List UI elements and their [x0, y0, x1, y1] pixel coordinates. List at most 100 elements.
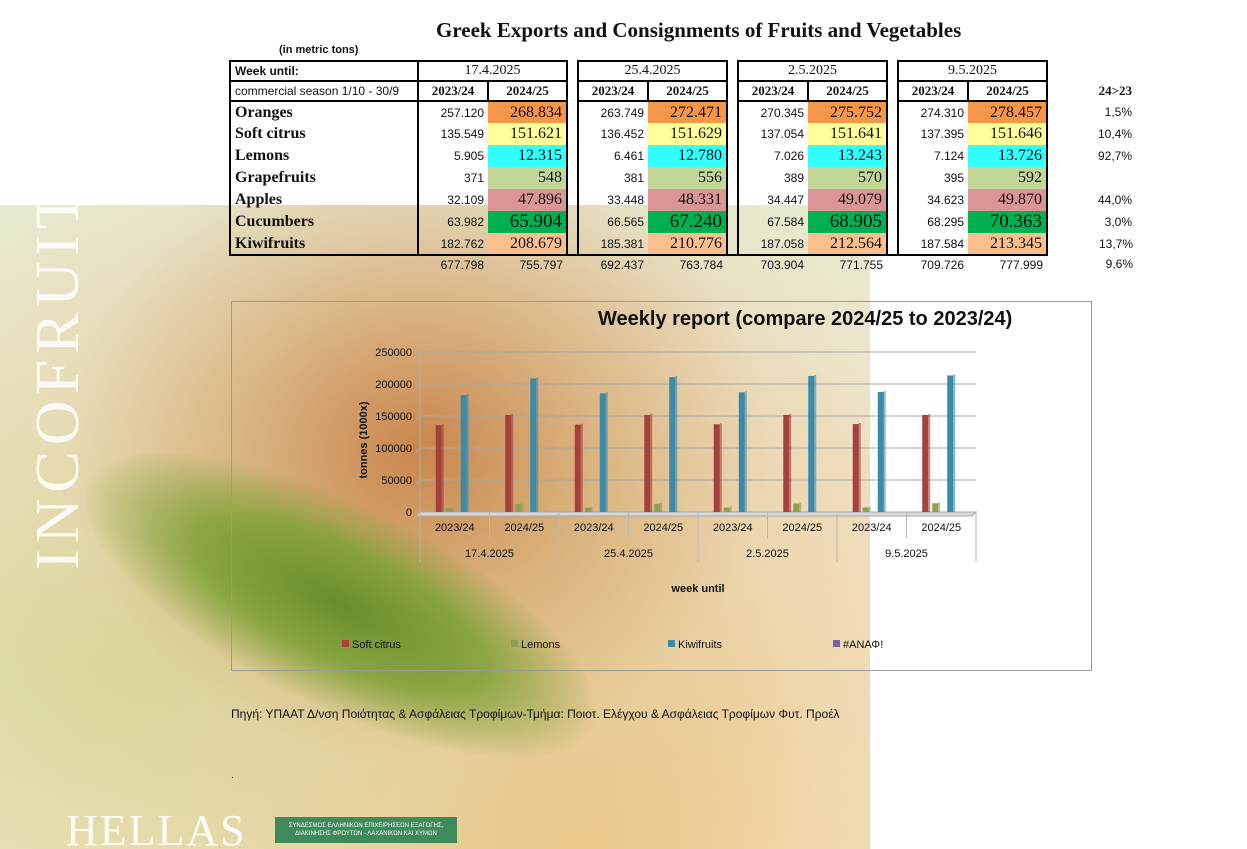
season-header-2023-24: 2023/24 [897, 81, 968, 102]
column-gap [727, 123, 738, 145]
table-row-cucumbers: Cucumbers 63.982 65.904 66.565 67.240 67.584 6… [229, 211, 1137, 233]
table-row-grapefruits: Grapefruits 371 548 381 556 389 570 395 592 [229, 167, 1137, 189]
value-2023-24: 137.054 [737, 123, 808, 145]
column-gap [727, 101, 738, 123]
hellas-logo-text: HELLAS [66, 806, 247, 849]
change-value: 92,7% [1097, 149, 1132, 163]
column-gap [567, 123, 578, 145]
total-value: 763.784 [679, 257, 723, 272]
source-note: Πηγή: ΥΠΑΑΤ Δ/νση Ποιότητας & Ασφάλειας … [231, 707, 840, 721]
table-row-lemons: Lemons 5.905 12.315 6.461 12.780 7.026 13.243 7… [229, 145, 1137, 167]
value-2023-24: 136.452 [577, 123, 648, 145]
value-2024-25: 151.629 [648, 123, 728, 145]
product-name: Soft citrus [229, 123, 418, 145]
column-gap [567, 81, 578, 101]
total-value: 777.999 [999, 257, 1043, 272]
value-2023-24: 34.623 [897, 189, 968, 211]
change-value: 1,5% [1104, 105, 1132, 119]
column-gap [887, 61, 898, 81]
chart-frame [231, 301, 1092, 671]
column-gap [567, 101, 578, 123]
season-header-2023-24: 2023/24 [417, 81, 488, 102]
value-2023-24: 389 [737, 167, 808, 189]
incofruit-vertical-logo: INCOFRUIT [24, 205, 92, 570]
value-2024-25: 47.896 [488, 189, 568, 211]
column-gap [567, 167, 578, 189]
change-header: 24>23 [1098, 83, 1132, 98]
value-2024-25: 68.905 [808, 211, 888, 233]
column-gap [887, 211, 898, 233]
value-2024-25: 49.079 [808, 189, 888, 211]
column-gap [887, 123, 898, 145]
header-row-weeks: Week until: 17.4.2025 25.4.2025 2.5.2025 9.5… [229, 60, 1137, 82]
value-2023-24: 5.905 [417, 145, 488, 167]
value-2024-25: 151.621 [488, 123, 568, 145]
season-header-2023-24: 2023/24 [577, 81, 648, 102]
background-artwork: INCOFRUIT HELLAS ΣΥΝΔΕΣΜΟΣ ΕΛΛΗΝΙΚΩΝ ΕΠΙ… [0, 205, 870, 849]
value-2023-24: 371 [417, 167, 488, 189]
value-2023-24: 187.058 [737, 233, 808, 256]
value-2024-25: 556 [648, 167, 728, 189]
value-2024-25: 592 [968, 167, 1048, 189]
change-value: 10,4% [1097, 127, 1132, 141]
value-2023-24: 135.549 [417, 123, 488, 145]
table-row-soft-citrus: Soft citrus 135.549 151.621 136.452 151.629 1… [229, 123, 1137, 145]
value-2023-24: 381 [577, 167, 648, 189]
table-row-oranges: Oranges 257.120 268.834 263.749 272.471 270.3… [229, 101, 1137, 123]
change-value: 44,0% [1097, 193, 1132, 207]
value-2024-25: 208.679 [488, 233, 568, 256]
column-gap [887, 255, 898, 273]
product-name: Lemons [229, 145, 418, 167]
value-2023-24: 187.584 [897, 233, 968, 256]
value-2023-24: 274.310 [897, 101, 968, 123]
value-2023-24: 182.762 [417, 233, 488, 256]
value-2024-25: 275.752 [808, 101, 888, 123]
column-gap [567, 145, 578, 167]
change-value [1047, 167, 1137, 189]
value-2024-25: 570 [808, 167, 888, 189]
value-2024-25: 151.646 [968, 123, 1048, 145]
value-2023-24: 33.448 [577, 189, 648, 211]
column-gap [567, 233, 578, 256]
change-value: 3,0% [1104, 215, 1132, 229]
value-2024-25: 48.331 [648, 189, 728, 211]
change-header-spacer [1047, 61, 1137, 81]
total-value: 703.904 [760, 257, 804, 272]
value-2023-24: 137.395 [897, 123, 968, 145]
column-gap [727, 145, 738, 167]
units-note: (in metric tons) [279, 44, 359, 56]
value-2024-25: 12.780 [648, 145, 728, 167]
column-gap [887, 101, 898, 123]
value-2024-25: 67.240 [648, 211, 728, 233]
totals-label-spacer [230, 255, 418, 273]
value-2023-24: 32.109 [417, 189, 488, 211]
value-2024-25: 151.641 [808, 123, 888, 145]
product-name: Oranges [229, 101, 418, 123]
value-2023-24: 395 [897, 167, 968, 189]
total-change: 9,6% [1105, 257, 1133, 271]
column-gap [727, 81, 738, 101]
value-2023-24: 257.120 [417, 101, 488, 123]
season-header-2024-25: 2024/25 [967, 81, 1048, 102]
column-gap [887, 167, 898, 189]
value-2024-25: 278.457 [968, 101, 1048, 123]
value-2023-24: 63.982 [417, 211, 488, 233]
week-header-3: 2.5.2025 [737, 60, 888, 82]
week-header-4: 9.5.2025 [897, 60, 1048, 82]
table-row-kiwifruits: Kiwifruits 182.762 208.679 185.381 210.776 18… [229, 233, 1137, 256]
product-name: Apples [229, 189, 418, 211]
column-gap [727, 211, 738, 233]
chart-title: Weekly report (compare 2024/25 to 2023/2… [598, 308, 1013, 330]
change-value: 13,7% [1098, 237, 1133, 251]
column-gap [887, 145, 898, 167]
column-gap [727, 255, 738, 273]
season-header-2024-25: 2024/25 [647, 81, 728, 102]
value-2024-25: 213.345 [968, 233, 1048, 256]
value-2024-25: 70.363 [968, 211, 1048, 233]
value-2023-24: 185.381 [577, 233, 648, 256]
total-value: 677.798 [440, 257, 484, 272]
total-value: 709.726 [920, 257, 964, 272]
value-2023-24: 6.461 [577, 145, 648, 167]
column-gap [727, 189, 738, 211]
value-2024-25: 268.834 [488, 101, 568, 123]
